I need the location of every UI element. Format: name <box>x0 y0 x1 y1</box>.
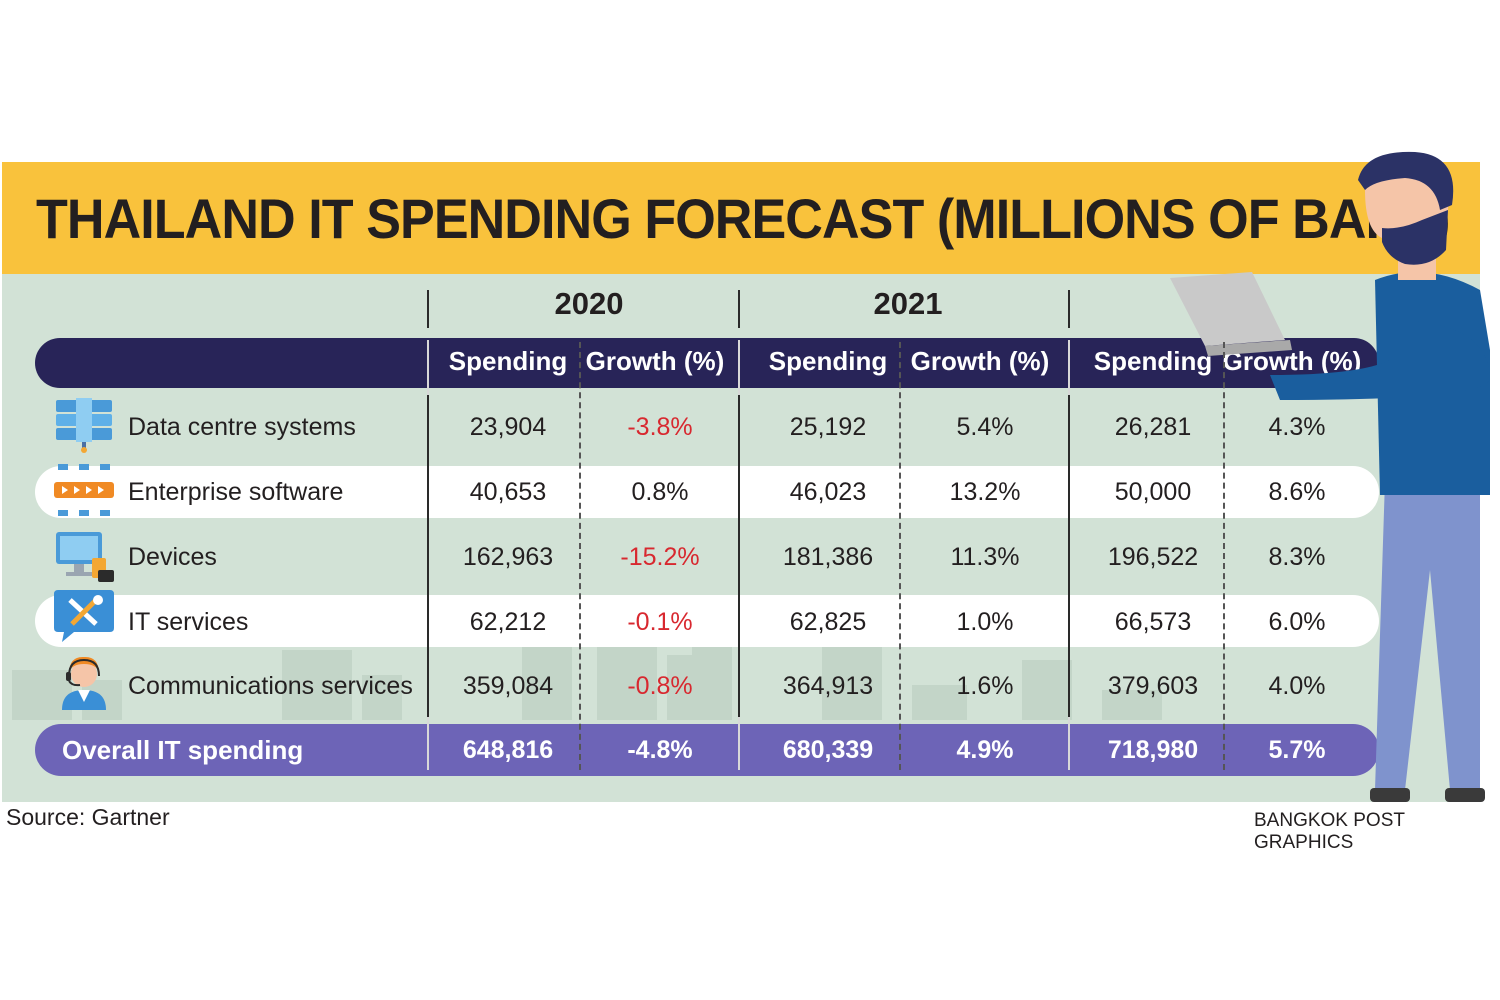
row-band-it-services <box>35 595 1379 647</box>
source-note: Source: Gartner <box>6 804 170 830</box>
table-cell: -3.8% <box>627 413 693 441</box>
table-cell: 364,913 <box>782 672 874 700</box>
divider-2021-body <box>738 395 740 717</box>
column-header-spending-2021: Spending <box>768 346 888 376</box>
column-header-spending-2022: Spending <box>1093 346 1213 376</box>
table-cell: 162,963 <box>462 543 554 571</box>
table-cell: 62,212 <box>469 608 547 636</box>
divider-2022-body <box>1068 395 1070 717</box>
person-with-laptop-illustration <box>1170 151 1490 802</box>
table-cell: 1.6% <box>956 672 1014 700</box>
total-cell: -4.8% <box>627 736 693 764</box>
total-cell: 718,980 <box>1107 736 1199 764</box>
table-cell: 13.2% <box>949 478 1021 506</box>
dashed-divider-2021 <box>899 342 901 770</box>
table-cell: 8.3% <box>1268 543 1326 571</box>
headset-operator-icon <box>62 656 106 710</box>
dashed-divider-2020 <box>579 342 581 770</box>
column-header-bar <box>35 338 1379 388</box>
table-cell: 23,904 <box>469 413 547 441</box>
table-cell: 40,653 <box>469 478 547 506</box>
total-cell: 5.7% <box>1268 736 1326 764</box>
divider-2020-top <box>427 290 429 328</box>
table-cell: 6.0% <box>1268 608 1326 636</box>
table-cell: 66,573 <box>1114 608 1192 636</box>
dashed-divider-2022 <box>1223 342 1225 770</box>
chart-title: THAILAND IT SPENDING FORECAST (MILLIONS … <box>36 187 1450 250</box>
overall-total-bar <box>35 724 1379 776</box>
total-cell: 680,339 <box>782 736 874 764</box>
table-cell: -0.8% <box>627 672 693 700</box>
server-icon <box>56 398 112 453</box>
title-band <box>2 162 1480 274</box>
table-cell: 50,000 <box>1114 478 1192 506</box>
table-cell: -15.2% <box>620 543 700 571</box>
row-label-it-services: IT services <box>128 608 249 636</box>
table-cell: 4.0% <box>1268 672 1326 700</box>
column-header-growth-2020: Growth (%) <box>585 346 725 376</box>
table-cell: 8.6% <box>1268 478 1326 506</box>
tools-icon <box>54 590 114 642</box>
year-heading-2020: 2020 <box>554 286 624 321</box>
table-cell: 26,281 <box>1114 413 1192 441</box>
table-cell: -0.1% <box>627 608 693 636</box>
devices-icon <box>56 532 114 582</box>
row-label-communications-services: Communications services <box>128 672 413 700</box>
total-cell: 648,816 <box>462 736 554 764</box>
table-cell: 5.4% <box>956 413 1014 441</box>
year-heading-2021: 2021 <box>873 286 943 321</box>
table-cell: 62,825 <box>789 608 867 636</box>
table-cell: 4.3% <box>1268 413 1326 441</box>
table-cell: 1.0% <box>956 608 1014 636</box>
graphics-credit: BANGKOK POST GRAPHICS <box>1254 810 1405 853</box>
table-cell: 379,603 <box>1107 672 1199 700</box>
row-label-devices: Devices <box>128 543 217 571</box>
table-cell: 359,084 <box>462 672 554 700</box>
row-label-overall-it-spending: Overall IT spending <box>62 735 304 765</box>
software-workflow-icon <box>54 464 114 516</box>
city-skyline-illustration <box>12 600 1162 720</box>
total-cell: 4.9% <box>956 736 1014 764</box>
table-cell: 46,023 <box>789 478 867 506</box>
row-label-enterprise-software: Enterprise software <box>128 478 344 506</box>
column-header-growth-2021: Growth (%) <box>910 346 1050 376</box>
divider-2022-top <box>1068 290 1070 328</box>
column-header-spending-2020: Spending <box>448 346 568 376</box>
divider-2021-top <box>738 290 740 328</box>
row-band-enterprise-software <box>35 466 1379 518</box>
divider-2020-body <box>427 395 429 717</box>
table-cell: 11.3% <box>950 543 1020 571</box>
table-cell: 0.8% <box>631 478 689 506</box>
row-label-data-centre-systems: Data centre systems <box>128 413 356 441</box>
table-cell: 196,522 <box>1107 543 1199 571</box>
table-cell: 25,192 <box>789 413 867 441</box>
table-cell: 181,386 <box>782 543 874 571</box>
